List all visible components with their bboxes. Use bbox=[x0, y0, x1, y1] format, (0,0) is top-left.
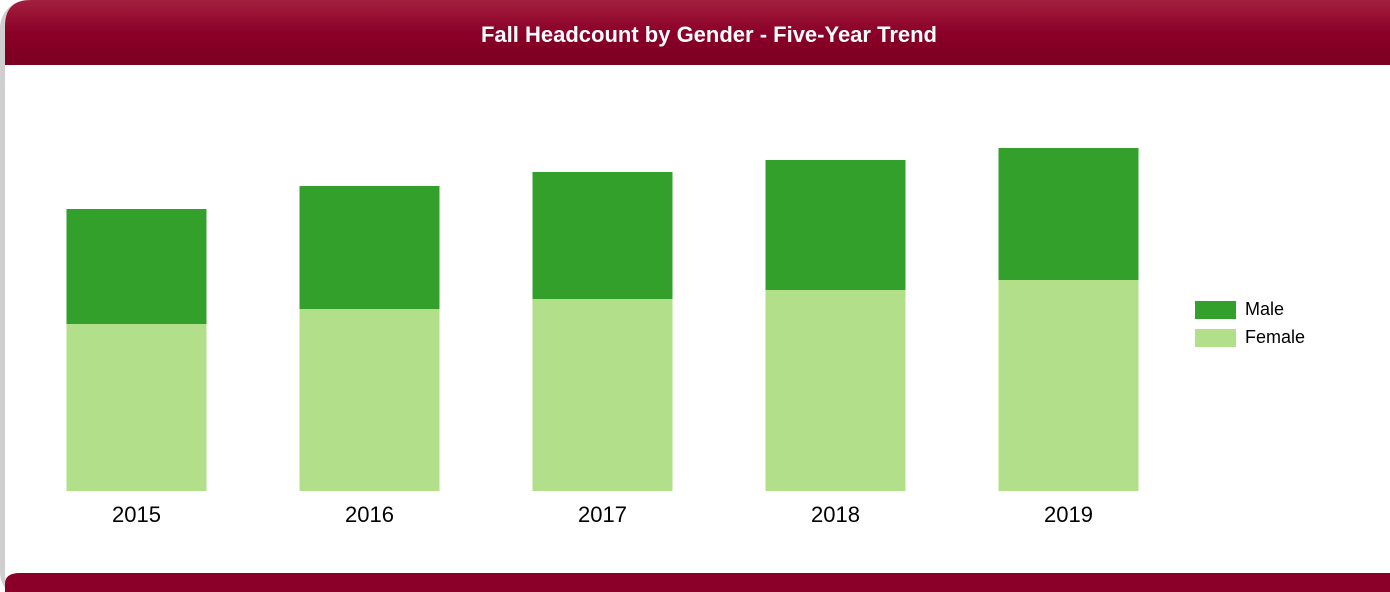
legend-swatch bbox=[1195, 329, 1236, 347]
bar-segment bbox=[66, 209, 207, 324]
bar-segment bbox=[765, 160, 906, 290]
bar-segment bbox=[66, 324, 207, 491]
legend-label: Female bbox=[1245, 327, 1305, 347]
header-band bbox=[5, 0, 1390, 65]
bar-segment bbox=[532, 299, 673, 491]
x-tick-label: 2016 bbox=[345, 502, 394, 527]
x-tick-label: 2015 bbox=[112, 502, 161, 527]
x-tick-label: 2017 bbox=[578, 502, 627, 527]
bar-segment bbox=[532, 172, 673, 299]
bar-segment bbox=[299, 309, 440, 491]
bar-segment bbox=[299, 186, 440, 309]
legend-swatch bbox=[1195, 301, 1236, 319]
x-tick-label: 2018 bbox=[811, 502, 860, 527]
legend-label: Male bbox=[1245, 299, 1284, 319]
bar-segment bbox=[998, 280, 1139, 491]
x-tick-label: 2019 bbox=[1044, 502, 1093, 527]
panel bbox=[5, 0, 1390, 592]
bar-segment bbox=[765, 290, 906, 491]
bar-segment bbox=[998, 148, 1139, 280]
footer-band bbox=[5, 573, 1390, 592]
chart-title: Fall Headcount by Gender - Five-Year Tre… bbox=[481, 22, 937, 47]
